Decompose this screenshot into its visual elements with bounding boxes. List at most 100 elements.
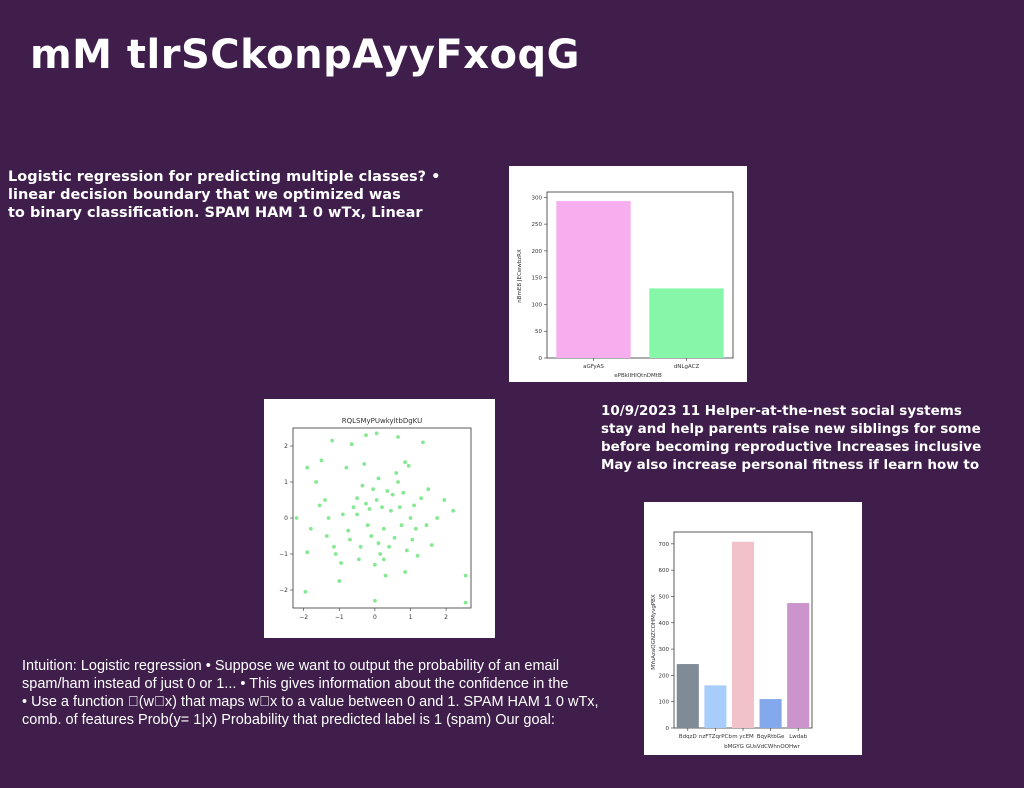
scatter-chart: −2 −1 0 1 2 −2 −1 0 1 2 RQLSMyPUwkyltbDgKU — [279, 417, 472, 621]
y-tick-label: 100 — [659, 700, 670, 706]
scatter-point — [344, 465, 349, 470]
chart-title: RQLSMyPUwkyltbDgKU — [342, 417, 422, 425]
scatter-point — [410, 537, 415, 542]
scatter-point — [385, 489, 390, 493]
scatter-point — [403, 570, 408, 574]
bar — [704, 685, 727, 728]
x-tick-label: m ycEM — [732, 734, 754, 740]
scatter-point — [346, 528, 351, 533]
scatter-point — [356, 557, 361, 562]
y-tick-label: 1 — [284, 479, 288, 486]
bar-chart-panel-1: 0 50 100 150 200 250 300 aGFyAS dNLgACZ ePBkIIHl… — [509, 166, 747, 382]
x-tick-label: BqyRtbGe — [757, 734, 785, 740]
scatter-point — [396, 435, 400, 439]
y-tick-label: 150 — [532, 276, 543, 282]
scatter-point — [399, 523, 404, 528]
y-tick-label: 300 — [532, 195, 543, 201]
scatter-point — [442, 498, 447, 502]
scatter-point — [381, 557, 386, 562]
scatter-point — [339, 561, 343, 565]
text-line: stay and help parents raise new siblings… — [601, 421, 981, 437]
text-line: • Use a function  (w x) that maps w x to… — [22, 694, 599, 710]
scatter-point — [406, 463, 411, 468]
scatter-point — [374, 498, 379, 502]
scatter-point — [365, 523, 370, 528]
scatter-point — [371, 487, 375, 492]
scatter-point — [367, 507, 372, 511]
y-tick-label: 2 — [284, 443, 288, 450]
scatter-point — [383, 573, 388, 578]
scatter-point — [394, 471, 399, 475]
scatter-point — [374, 431, 379, 436]
scatter-point — [372, 598, 377, 603]
scatter-point — [358, 544, 363, 549]
x-tick-label: aGFyAS — [583, 364, 604, 370]
text-line: May also increase personal fitness if le… — [601, 457, 980, 473]
scatter-point — [305, 465, 310, 470]
text-line: Intuition: Logistic regression • Suppose… — [22, 658, 560, 674]
text-line: 10/9/2023 11 Helper-at-the-nest social s… — [601, 403, 962, 419]
scatter-point — [369, 534, 374, 538]
text-line: linear decision boundary that we optimiz… — [8, 187, 401, 203]
x-axis-label: bMGYG GUsVdCWhnOOHwr — [724, 744, 801, 750]
scatter-point — [419, 496, 424, 501]
scatter-point — [380, 505, 384, 510]
scatter-point — [324, 534, 329, 538]
x-axis-label: ePBkIIHlQtnDMtB — [614, 373, 662, 379]
y-tick-label: −2 — [279, 587, 288, 594]
scatter-point — [323, 498, 327, 502]
text-block-intuition: Intuition: Logistic regression • Suppose… — [22, 657, 672, 729]
scatter-point — [401, 490, 406, 495]
scatter-point — [376, 476, 381, 481]
text-line: Logistic regression for predicting multi… — [8, 169, 441, 185]
scatter-point — [349, 442, 354, 447]
scatter-point — [364, 501, 368, 506]
scatter-point — [362, 462, 367, 466]
y-axis-label: MYuAzaQGNZCOHMyvgPBX — [651, 594, 657, 670]
scatter-point — [421, 440, 425, 445]
text-line: before becoming reproductive Increases i… — [601, 439, 982, 455]
scatter-point — [319, 458, 324, 463]
scatter-point — [326, 516, 331, 520]
scatter-point — [351, 505, 356, 510]
scatter-point — [317, 503, 322, 508]
x-tick-label: −2 — [299, 614, 308, 621]
scatter-point — [348, 537, 352, 542]
scatter-point — [412, 503, 416, 508]
scatter-chart-panel: −2 −1 0 1 2 −2 −1 0 1 2 RQLSMyPUwkyltbDgKU — [264, 399, 495, 638]
scatter-point — [435, 516, 440, 520]
x-tick-label: dNLgACZ — [674, 364, 700, 370]
bar-chart-2: 0 100 200 300 400 500 600 700 BdqzD nzFTZqrPCb m y… — [651, 531, 813, 750]
bar — [649, 288, 724, 358]
scatter-point — [463, 573, 468, 578]
scatter-point — [392, 535, 397, 540]
plot-frame — [546, 191, 734, 359]
scatter-point — [387, 544, 392, 549]
scatter-point — [360, 483, 365, 488]
x-tick-label: −1 — [335, 614, 344, 621]
scatter-point — [408, 516, 413, 520]
y-tick-label: 100 — [532, 302, 543, 308]
plot-frame — [292, 427, 472, 609]
y-tick-label: 0 — [539, 356, 543, 362]
scatter-point — [463, 600, 468, 605]
scatter-point — [389, 508, 393, 513]
scatter-point — [340, 512, 345, 517]
bar-chart-panel-2: 0 100 200 300 400 500 600 700 BdqzD nzFTZqrPCb m y… — [644, 502, 862, 755]
scatter-point — [294, 516, 299, 520]
text-line: to binary classification. SPAM HAM 1 0 w… — [8, 205, 423, 221]
scatter-point — [390, 492, 395, 497]
scatter-point — [337, 579, 342, 583]
x-tick-label: BdqzD — [679, 734, 697, 740]
scatter-point — [372, 562, 377, 567]
y-tick-label: 250 — [532, 222, 543, 228]
scatter-point — [415, 553, 420, 558]
bar — [759, 699, 782, 728]
scatter-point — [332, 544, 336, 549]
scatter-point — [396, 480, 400, 484]
x-tick-label: 1 — [409, 614, 413, 621]
text-block-logistic-multiclass: Logistic regression for predicting multi… — [8, 168, 488, 222]
bar — [676, 664, 699, 728]
y-axis-label: nBmEB JECwwbzRX — [517, 249, 523, 303]
x-tick-label: nzFTZqrPCb — [699, 734, 732, 740]
